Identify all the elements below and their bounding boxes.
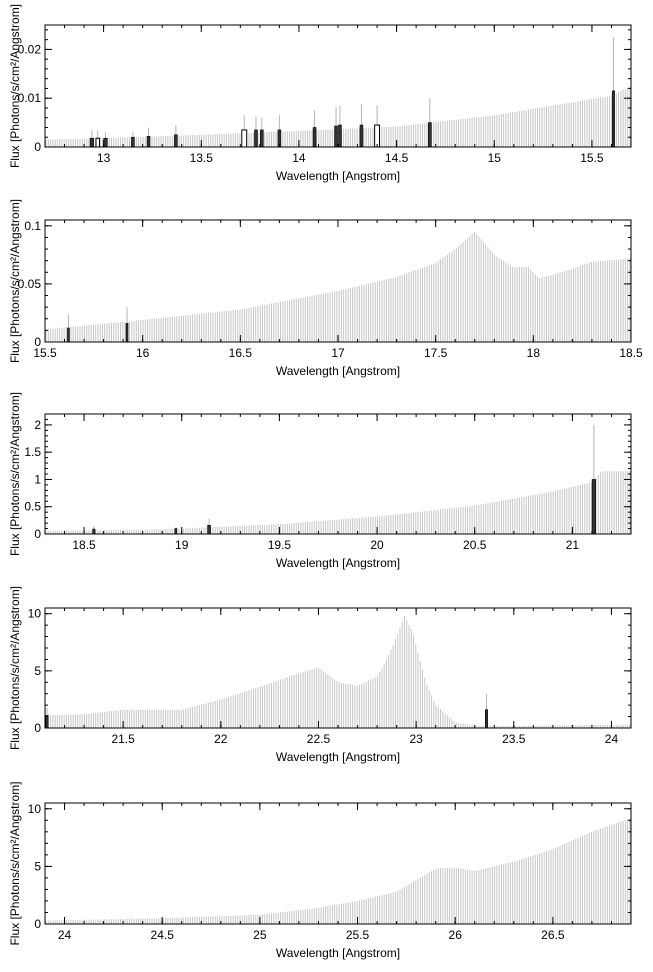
y-tick-label: 0.5 — [24, 500, 41, 514]
x-tick-label: 18.5 — [619, 346, 643, 360]
y-tick-label: 5 — [34, 859, 41, 873]
y-axis-label: Flux [Photons/s/cm²/Angstrom] — [8, 781, 22, 945]
feature-bar — [611, 90, 615, 148]
feature-bar — [338, 124, 342, 148]
x-tick-label: 17 — [331, 346, 345, 360]
x-tick-label: 24 — [605, 732, 619, 746]
chart-panel-4: 21.5 22 22.5 23 23.5 24 0 5 10 Wavelength [Angstr… — [8, 586, 632, 764]
x-tick-label: 15 — [488, 151, 502, 165]
x-tick-label: 15.5 — [580, 151, 604, 165]
feature-bar — [67, 327, 70, 343]
feature-bar — [92, 528, 96, 535]
x-tick-label: 13.5 — [190, 151, 214, 165]
x-tick-label: 14 — [292, 151, 306, 165]
x-tick-label: 21.5 — [111, 732, 135, 746]
y-axis-label: Flux [Photons/s/cm²/Angstrom] — [8, 4, 22, 168]
feature-bar — [484, 709, 488, 729]
chart-panel-5: 24 24.5 25 25.5 26 26.5 0 5 10 Wavelength [Angstr… — [8, 781, 632, 960]
chart-panel-2: 15.5 16 16.5 17 17.5 18 18.5 0 0.05 0.1 Wavelength… — [8, 199, 643, 378]
x-tick-label: 25 — [253, 928, 267, 942]
spectrum-bars — [45, 616, 631, 728]
plot-frame — [44, 607, 632, 729]
feature-bar — [95, 137, 100, 148]
x-tick-label: 17.5 — [424, 346, 448, 360]
feature-bar — [207, 524, 211, 535]
x-tick-label: 23.5 — [502, 732, 526, 746]
x-axis-label: Wavelength [Angstrom] — [276, 750, 400, 764]
spectrum-bars — [45, 818, 631, 924]
plot-frame — [44, 24, 632, 148]
feature-bar — [241, 129, 248, 148]
feature-bar — [260, 129, 264, 148]
x-tick-label: 20.5 — [463, 538, 487, 552]
feature-bar — [591, 479, 596, 535]
x-tick-label: 26.5 — [541, 928, 565, 942]
x-tick-label: 15.5 — [33, 346, 57, 360]
x-tick-label: 22 — [214, 732, 228, 746]
y-tick-label: 0 — [34, 335, 41, 349]
plot-frame — [44, 219, 632, 343]
x-tick-label: 20 — [370, 538, 384, 552]
x-tick-label: 23 — [409, 732, 423, 746]
x-axis-label: Wavelength [Angstrom] — [276, 169, 400, 183]
x-tick-label: 19.5 — [268, 538, 292, 552]
x-axis-label: Wavelength [Angstrom] — [276, 946, 400, 960]
y-tick-label: 10 — [28, 802, 42, 816]
feature-bar — [174, 134, 178, 148]
y-tick-label: 0.02 — [18, 42, 42, 56]
spectrum-bars — [45, 471, 631, 534]
x-tick-label: 21 — [566, 538, 580, 552]
y-tick-label: 0.01 — [18, 91, 42, 105]
y-tick-label: 0 — [34, 140, 41, 154]
y-tick-label: 0 — [34, 527, 41, 541]
feature-bar — [146, 135, 151, 148]
y-tick-label: 0 — [34, 721, 41, 735]
chart-panel-3: 18.5 19 19.5 20 20.5 21 0 0.5 1 1.5 2 Wavelength [A… — [8, 392, 632, 570]
feature-bar — [103, 137, 108, 148]
y-tick-label: 1.5 — [24, 445, 41, 459]
feature-bar — [254, 129, 258, 148]
feature-bar — [131, 136, 135, 148]
x-tick-label: 14.5 — [385, 151, 409, 165]
x-tick-label: 16 — [136, 346, 150, 360]
x-tick-label: 19 — [175, 538, 189, 552]
feature-bar — [428, 122, 432, 148]
x-axis-label: Wavelength [Angstrom] — [276, 364, 400, 378]
x-tick-label: 24 — [58, 928, 72, 942]
x-tick-label: 24.5 — [151, 928, 175, 942]
feature-bar — [374, 124, 381, 148]
x-axis-label: Wavelength [Angstrom] — [276, 556, 400, 570]
y-tick-label: 5 — [34, 664, 41, 678]
x-tick-label: 18 — [527, 346, 541, 360]
x-tick-label: 22.5 — [307, 732, 331, 746]
y-axis-label: Flux [Photons/s/cm²/Angstrom] — [8, 199, 22, 363]
y-tick-label: 0 — [34, 917, 41, 931]
feature-bar — [359, 124, 364, 148]
plot-frame — [44, 413, 632, 535]
x-tick-label: 16.5 — [229, 346, 253, 360]
x-tick-label: 26 — [449, 928, 463, 942]
x-tick-label: 13 — [97, 151, 111, 165]
feature-bar — [334, 125, 338, 148]
x-tick-label: 25.5 — [346, 928, 370, 942]
feature-bar — [312, 127, 317, 148]
plot-frame — [44, 802, 632, 925]
y-axis-label: Flux [Photons/s/cm²/Angstrom] — [8, 586, 22, 750]
y-tick-label: 0.1 — [24, 219, 41, 233]
y-tick-label: 1 — [34, 472, 41, 486]
y-tick-label: 2 — [34, 418, 41, 432]
feature-bar — [174, 528, 178, 535]
feature-bar — [45, 715, 49, 729]
chart-panel-1: 13 13.5 14 14.5 15 15.5 0 0.01 0.02 Wavelength [A… — [8, 4, 632, 183]
feature-bar — [89, 137, 94, 148]
y-tick-label: 0.05 — [18, 277, 42, 291]
y-tick-label: 10 — [28, 607, 42, 621]
feature-bar — [125, 323, 129, 343]
spectrum-bars — [45, 231, 631, 342]
y-axis-label: Flux [Photons/s/cm²/Angstrom] — [8, 392, 22, 556]
x-tick-label: 18.5 — [72, 538, 96, 552]
